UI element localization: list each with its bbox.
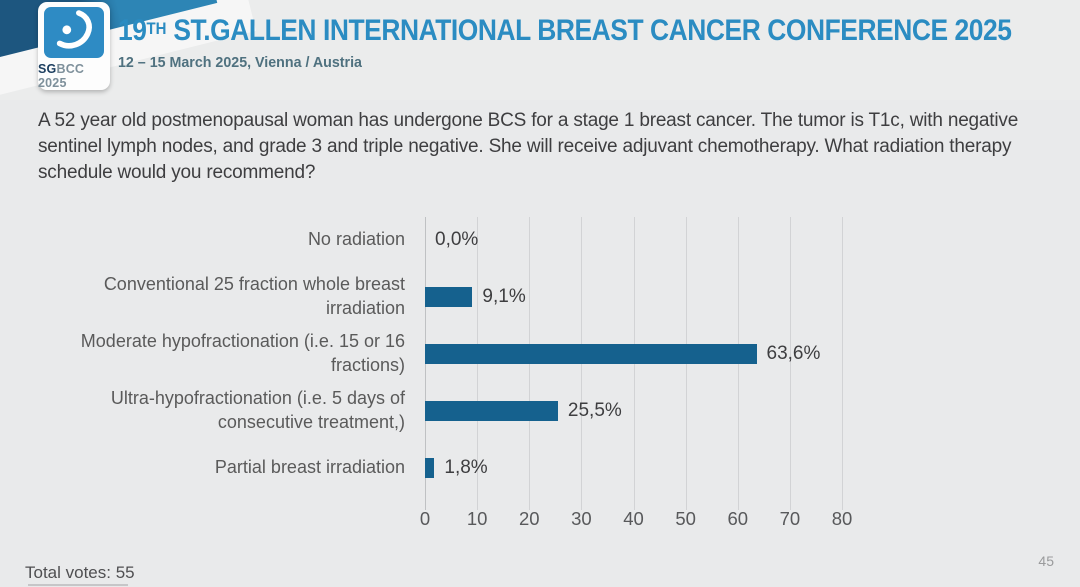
- gridline-20: [529, 217, 531, 510]
- conference-title: 19TH ST.GALLEN INTERNATIONAL BREAST CANC…: [118, 14, 1012, 48]
- header-title-block: 19TH ST.GALLEN INTERNATIONAL BREAST CANC…: [118, 14, 1080, 71]
- gridline-80: [842, 217, 843, 510]
- total-votes-label: Total votes: 55: [25, 563, 135, 582]
- chart-row: Partial breast irradiation 1,8%: [40, 439, 1040, 496]
- bar: [425, 343, 757, 364]
- bar: [425, 400, 558, 421]
- bar-track: 9,1%: [425, 268, 1040, 325]
- chart-x-axis: 0 10 20 30 40 50 60 70 80: [420, 508, 852, 534]
- bar-track: 25,5%: [425, 382, 1040, 439]
- x-tick-label-60: 60: [727, 508, 749, 529]
- sgbcc-logo: SGBCC 2025: [38, 2, 110, 90]
- x-tick-label-10: 10: [466, 508, 488, 529]
- gridline-60: [737, 217, 739, 510]
- bar: [425, 286, 473, 307]
- value-label: 63,6%: [766, 342, 821, 364]
- title-text: ST.GALLEN INTERNATIONAL BREAST CANCER CO…: [166, 14, 1012, 47]
- poll-results-chart: No radiation 0,0% Conventional 25 fraction…: [40, 211, 1040, 534]
- bar-track: 0,0%: [425, 211, 1040, 268]
- sgbcc-logo-text-rest: BCC 2025: [38, 62, 85, 90]
- value-label: 9,1%: [482, 285, 526, 307]
- x-tick-label-50: 50: [675, 508, 696, 529]
- poll-question-text: A 52 year old postmenopausal woman has u…: [38, 110, 1019, 184]
- title-number: 19: [118, 14, 147, 47]
- bar: [425, 457, 435, 478]
- title-ordinal: TH: [146, 19, 167, 38]
- bar-track: 63,6%: [425, 325, 1040, 382]
- sgbcc-logo-text-bold: SG: [38, 62, 57, 76]
- gridline-0: [425, 217, 426, 510]
- chart-row: Ultra-hypofractionation (i.e. 5 days of …: [40, 382, 1040, 439]
- chart-row: No radiation 0,0%: [40, 211, 1040, 268]
- chart-row: Conventional 25 fraction whole breast ir…: [40, 268, 1040, 325]
- x-tick-label-0: 0: [419, 508, 431, 529]
- sgbcc-logo-square: [44, 7, 104, 58]
- gridline-10: [477, 217, 479, 510]
- x-tick-label-70: 70: [779, 508, 801, 529]
- x-tick-label-80: 80: [831, 508, 853, 529]
- category-label: No radiation: [307, 228, 405, 249]
- bar-track: 1,8%: [425, 439, 1040, 496]
- value-label: 0,0%: [435, 228, 479, 250]
- chart-gridlines: [425, 217, 843, 510]
- chart-row: Moderate hypofractionation (i.e. 15 or 1…: [40, 325, 1040, 382]
- x-tick-label-30: 30: [571, 508, 592, 529]
- sgbcc-logo-text: SGBCC 2025: [38, 62, 110, 90]
- gridline-40: [633, 217, 635, 510]
- chart-rows: No radiation 0,0% Conventional 25 fraction…: [40, 211, 1040, 510]
- gridline-70: [789, 217, 791, 510]
- slide-page-number: 45: [1038, 553, 1054, 569]
- category-label: Ultra-hypofractionation (i.e. 5 days of …: [110, 388, 405, 432]
- category-label: Partial breast irradiation: [214, 456, 405, 477]
- gridline-50: [685, 217, 687, 510]
- total-votes-underline: [28, 584, 128, 586]
- value-label: 25,5%: [567, 399, 622, 421]
- x-tick-label-20: 20: [518, 508, 540, 529]
- gridline-30: [581, 217, 583, 510]
- category-label: Conventional 25 fraction whole breast ir…: [103, 274, 405, 318]
- value-label: 1,8%: [444, 456, 488, 478]
- slide-header: SGBCC 2025 19TH ST.GALLEN INTERNATIONAL …: [0, 0, 1080, 104]
- category-label: Moderate hypofractionation (i.e. 15 or 1…: [80, 331, 405, 375]
- conference-subtitle: 12 – 15 March 2025, Vienna / Austria: [118, 54, 362, 71]
- sgbcc-breast-icon: [56, 9, 92, 49]
- x-tick-label-40: 40: [623, 508, 644, 529]
